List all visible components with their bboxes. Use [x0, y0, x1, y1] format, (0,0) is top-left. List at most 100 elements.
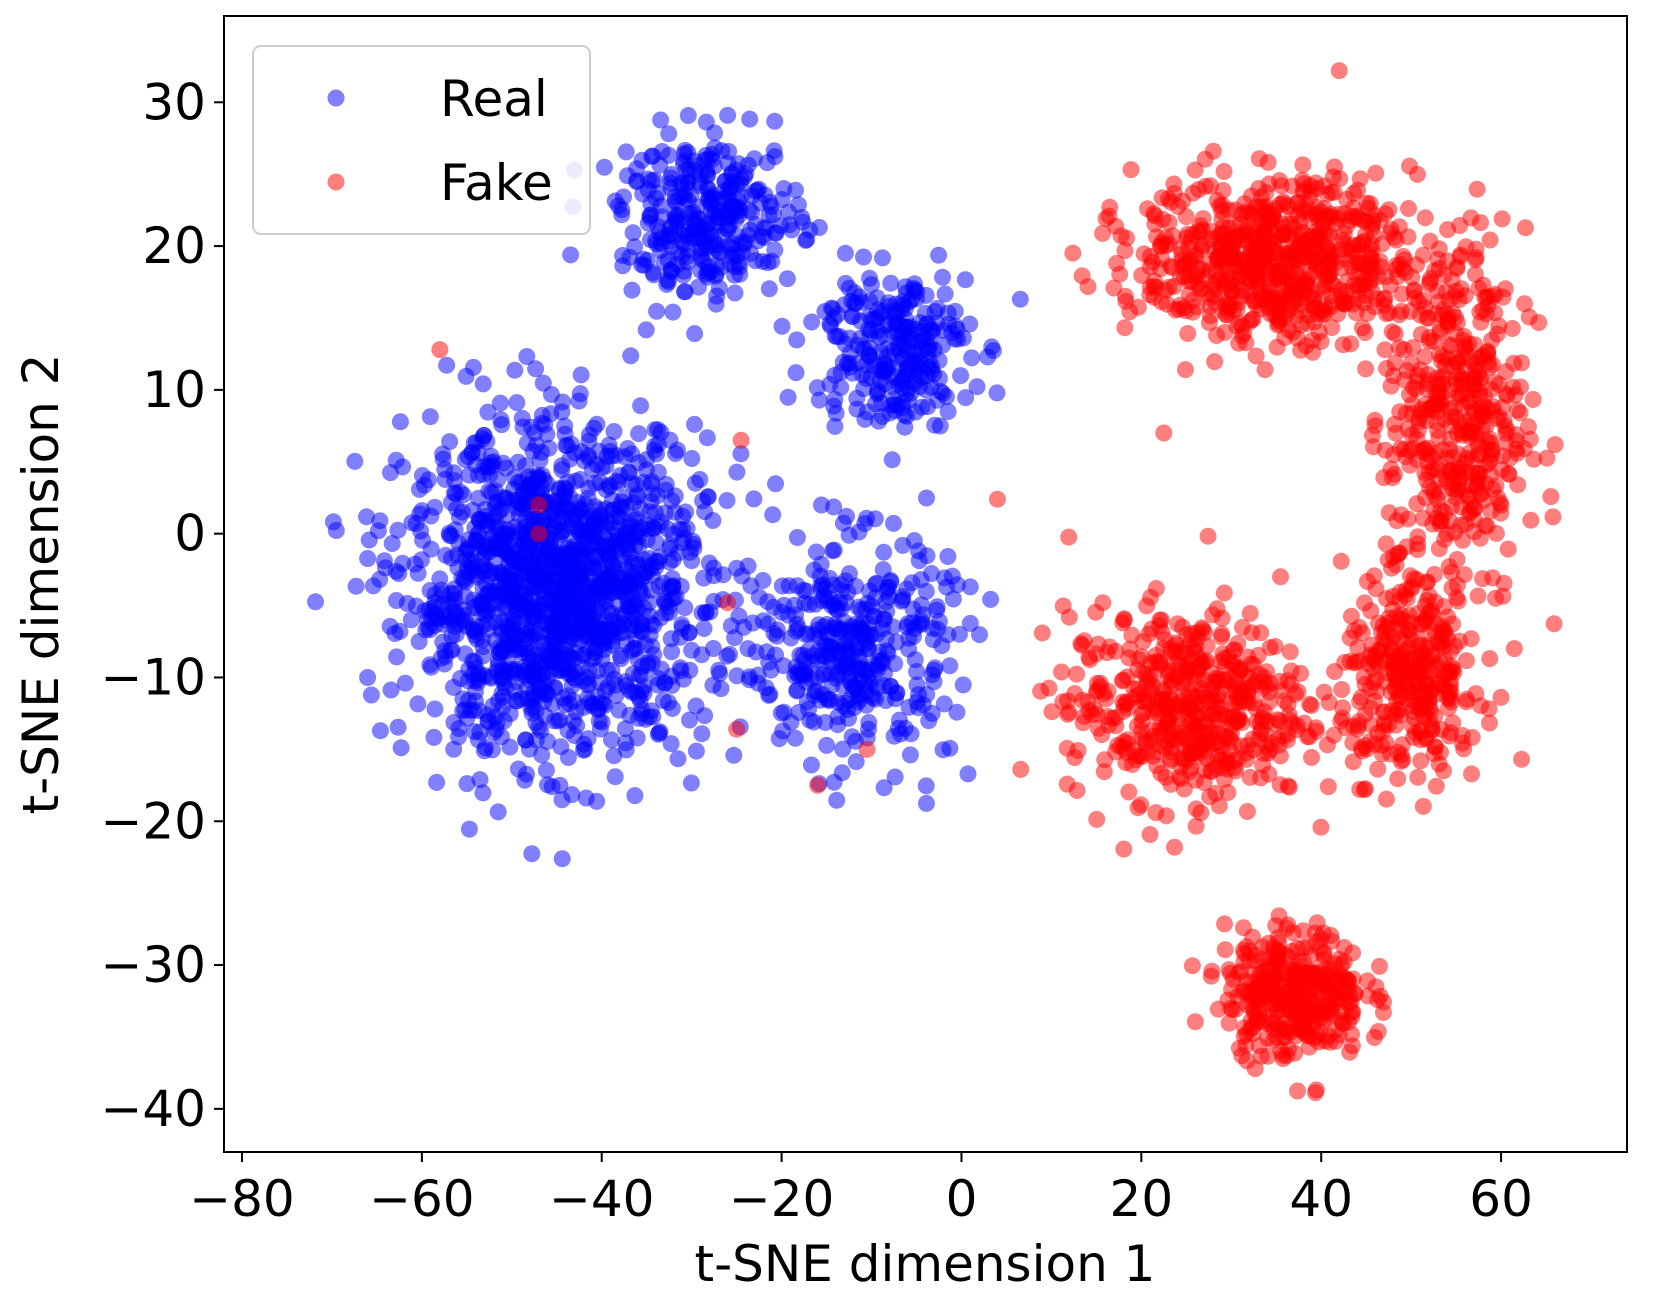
point-fake: [1113, 672, 1131, 690]
x-tick-label: −60: [369, 1170, 475, 1228]
point-fake: [1094, 224, 1112, 242]
point-fake: [1412, 752, 1430, 770]
point-fake: [1292, 1021, 1310, 1039]
point-fake: [1546, 436, 1564, 454]
point-real: [545, 518, 563, 536]
point-fake: [1513, 750, 1531, 768]
point-fake: [1361, 271, 1379, 289]
point-fake: [1256, 975, 1274, 992]
point-fake: [1233, 618, 1251, 636]
point-real: [762, 197, 780, 215]
point-fake: [1297, 1005, 1315, 1023]
point-fake: [1474, 301, 1492, 319]
point-fake: [1304, 343, 1322, 361]
point-real: [469, 731, 487, 749]
point-fake: [1496, 280, 1514, 298]
point-real: [741, 110, 759, 128]
point-real: [487, 721, 505, 738]
point-fake: [1241, 604, 1259, 622]
point-real: [877, 593, 895, 611]
point-real: [848, 400, 866, 418]
point-fake: [1193, 240, 1211, 258]
point-real: [693, 604, 711, 622]
point-real: [425, 728, 443, 746]
point-real: [641, 503, 659, 521]
point-real: [773, 577, 791, 595]
point-fake: [1202, 967, 1220, 985]
point-fake: [1452, 516, 1470, 534]
point-real: [382, 464, 399, 482]
point-real: [362, 686, 380, 704]
point-real: [862, 686, 880, 704]
point-real: [808, 651, 826, 669]
point-fake: [1315, 946, 1333, 964]
point-fake: [1088, 810, 1106, 828]
point-fake: [809, 776, 827, 794]
point-fake: [1250, 180, 1268, 197]
point-fake: [1336, 653, 1354, 671]
point-fake: [1190, 181, 1208, 198]
point-fake: [1441, 402, 1459, 419]
point-real: [939, 548, 957, 565]
point-real: [883, 451, 901, 469]
point-real: [896, 278, 914, 296]
point-fake: [1481, 231, 1499, 249]
point-real: [523, 691, 541, 709]
point-fake: [1448, 576, 1466, 594]
point-real: [451, 670, 469, 687]
point-real: [421, 408, 439, 426]
point-real: [464, 358, 482, 376]
point-real: [556, 425, 574, 443]
point-fake: [1248, 198, 1266, 216]
point-fake: [1330, 62, 1348, 80]
point-real: [588, 602, 606, 620]
point-real: [565, 727, 583, 744]
point-real: [849, 336, 867, 354]
point-fake: [1442, 724, 1459, 742]
point-real: [663, 643, 681, 661]
point-fake: [1342, 241, 1360, 259]
point-fake: [1450, 291, 1468, 309]
point-fake: [1261, 683, 1279, 701]
point-fake: [1418, 309, 1436, 327]
point-fake: [1292, 302, 1310, 320]
point-fake: [1206, 353, 1224, 371]
point-fake: [1408, 495, 1426, 513]
point-fake: [1280, 1040, 1298, 1058]
point-real: [446, 472, 464, 490]
point-fake: [1403, 426, 1421, 444]
point-real: [856, 515, 874, 533]
point-real: [917, 794, 935, 812]
point-real: [726, 629, 744, 647]
point-real: [661, 553, 679, 571]
point-fake: [1145, 666, 1162, 684]
point-real: [925, 365, 943, 383]
point-fake: [1344, 295, 1362, 313]
x-tick-label: 0: [946, 1170, 978, 1228]
point-fake: [1365, 567, 1383, 585]
point-real: [402, 611, 420, 629]
point-real: [633, 615, 650, 633]
point-fake: [1174, 696, 1192, 714]
point-real: [705, 567, 723, 585]
point-real: [748, 181, 766, 199]
point-fake: [1449, 445, 1467, 463]
point-fake: [1457, 652, 1475, 670]
point-fake: [1387, 424, 1405, 442]
point-real: [474, 784, 492, 802]
point-fake: [1115, 840, 1133, 858]
point-fake: [1376, 205, 1394, 223]
point-real: [666, 188, 684, 206]
point-fake: [1215, 584, 1233, 602]
point-fake: [1432, 352, 1450, 370]
point-real: [613, 606, 631, 624]
point-real: [886, 768, 904, 786]
point-real: [434, 445, 452, 463]
point-real: [634, 250, 652, 268]
point-real: [358, 508, 375, 526]
point-real: [593, 713, 611, 731]
point-fake: [1293, 171, 1311, 189]
point-fake: [1281, 643, 1299, 661]
point-real: [491, 394, 509, 412]
point-fake: [1403, 405, 1421, 423]
